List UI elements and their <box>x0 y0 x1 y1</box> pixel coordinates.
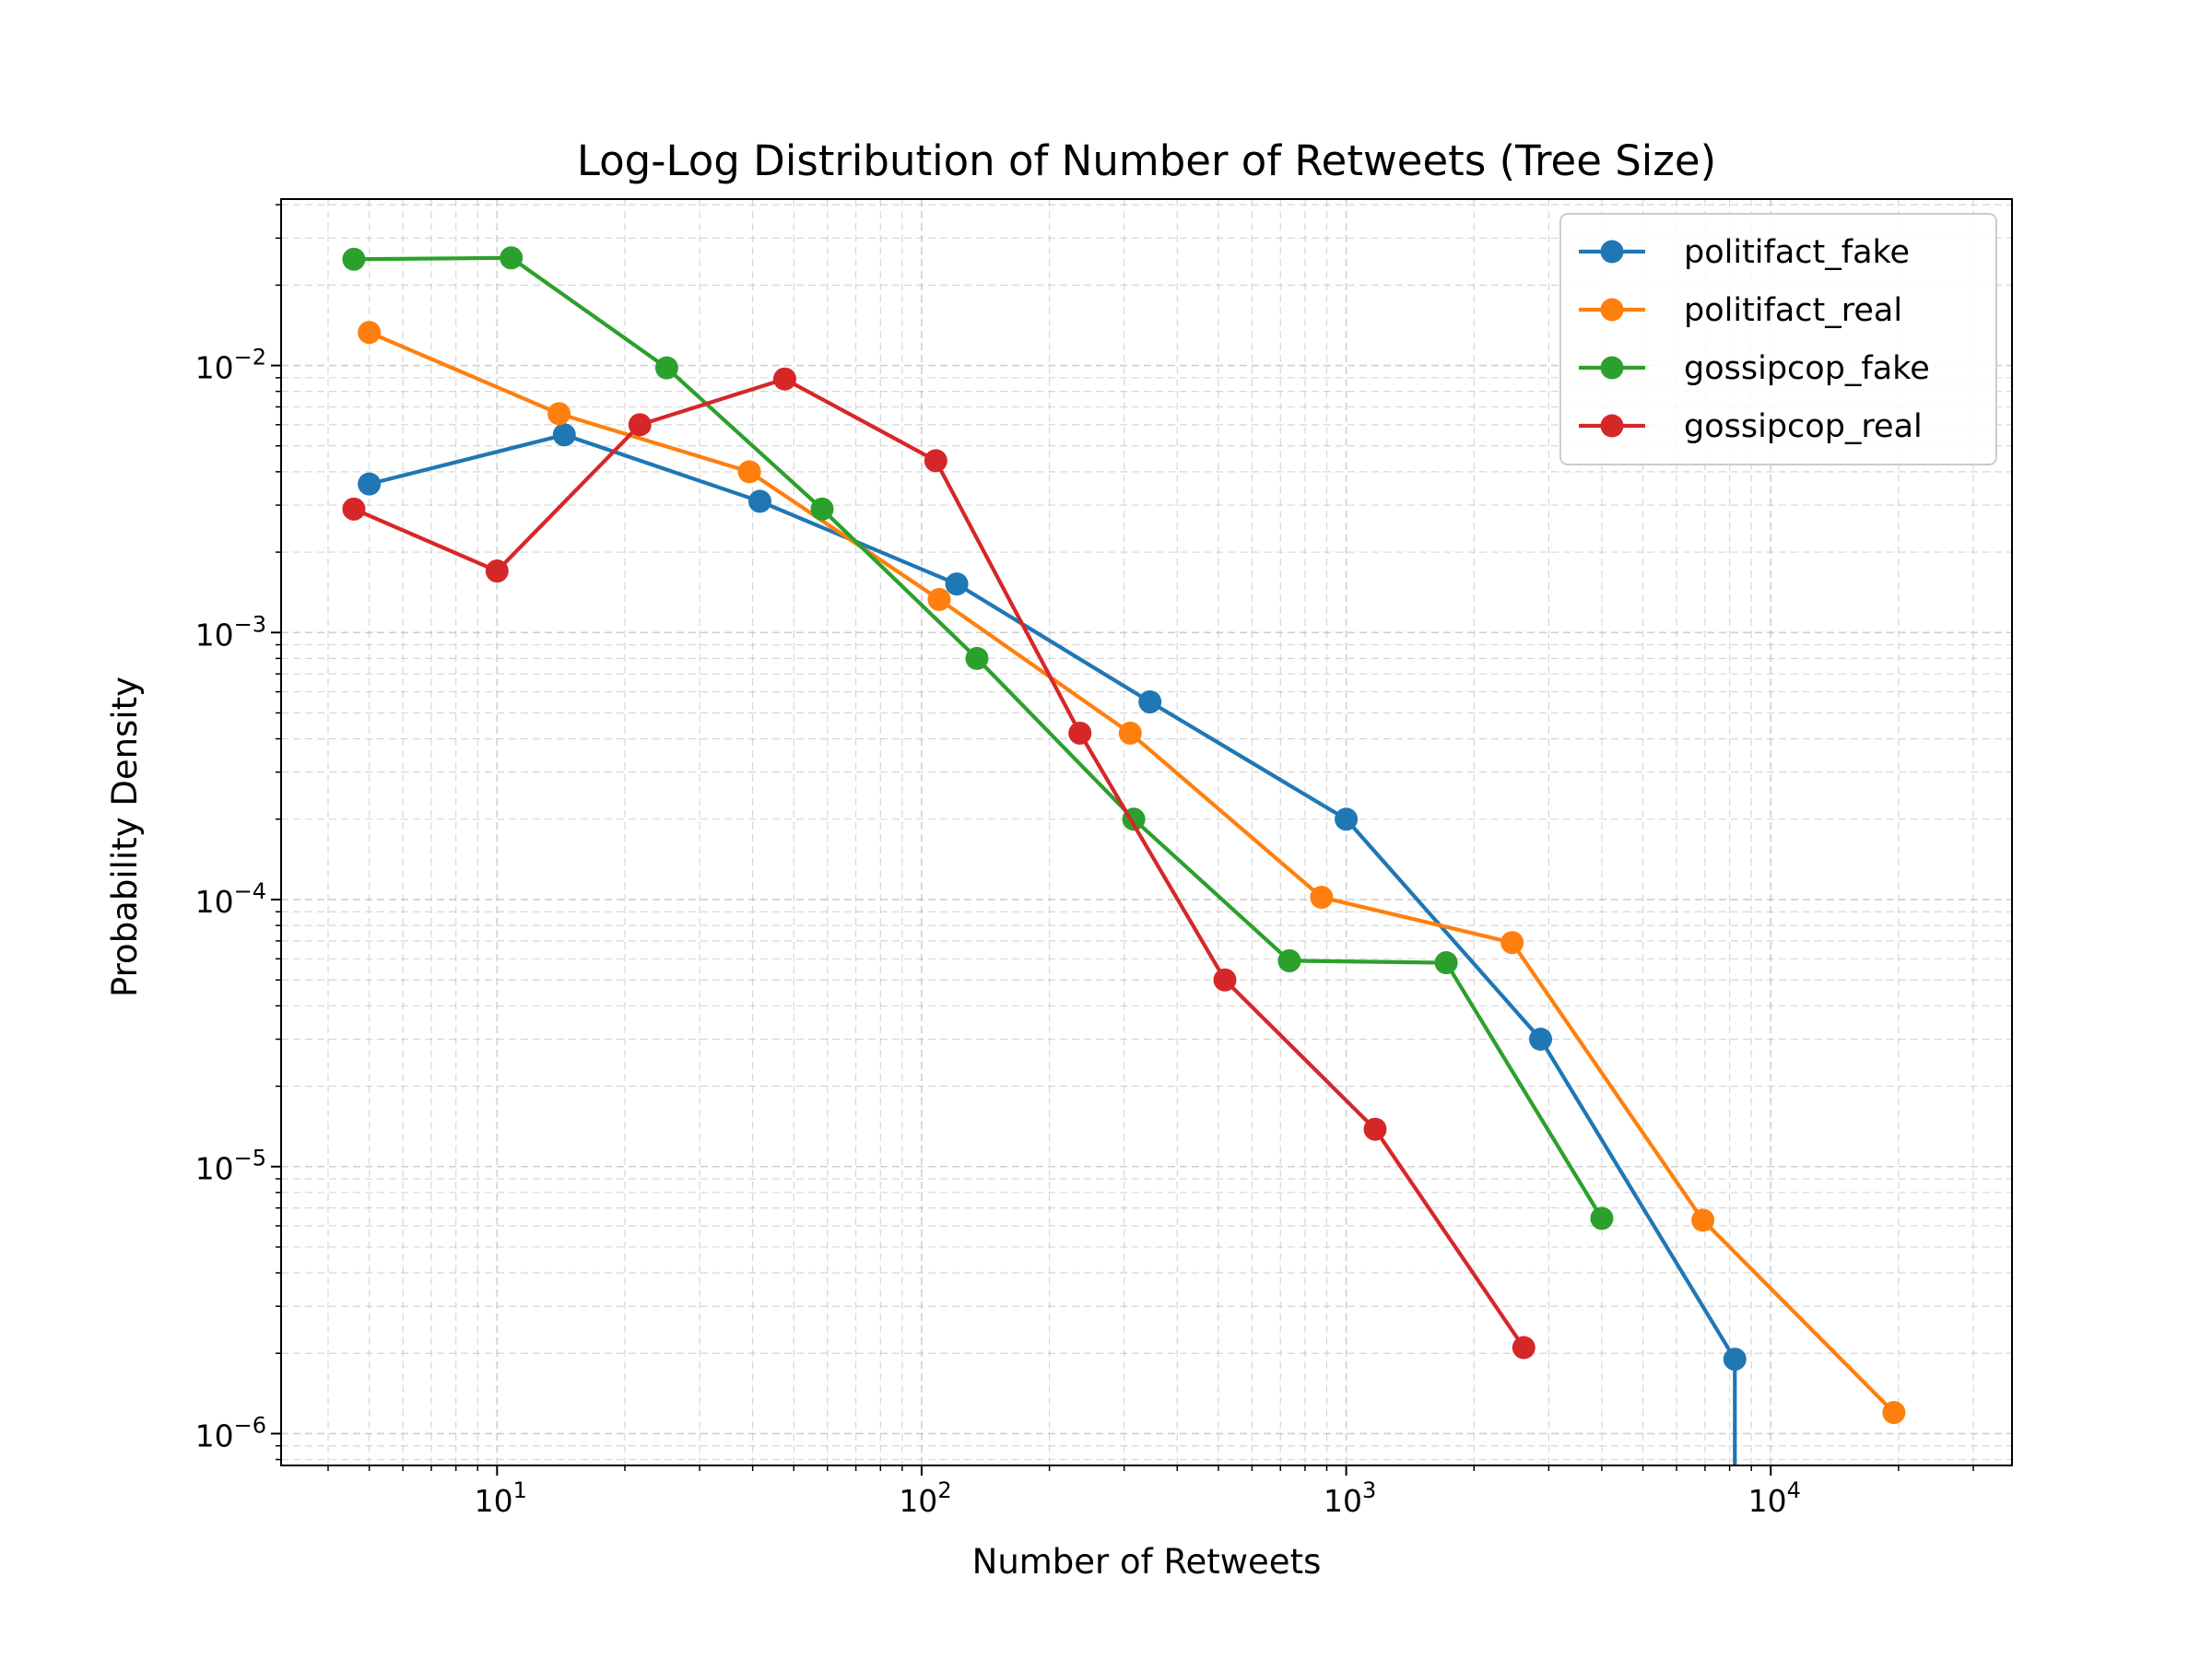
legend-label: gossipcop_real <box>1684 408 1923 445</box>
legend-label: gossipcop_fake <box>1684 350 1930 387</box>
legend-item: politifact_fake <box>1579 234 1910 271</box>
data-point <box>654 356 678 380</box>
legend: politifact_fake politifact_real gossipcop_… <box>1559 213 1997 465</box>
data-point <box>500 246 524 270</box>
y-tick-label: 10−4 <box>195 878 266 920</box>
data-point <box>1590 1206 1614 1230</box>
data-point <box>485 559 509 583</box>
legend-marker <box>1600 414 1624 438</box>
data-point <box>1277 948 1301 972</box>
series-politifact_fake <box>358 423 1747 1465</box>
data-point <box>1882 1401 1906 1425</box>
y-tick-label: 10−5 <box>195 1146 266 1187</box>
data-point <box>342 497 366 521</box>
series-gossipcop_fake <box>342 246 1614 1230</box>
data-point <box>924 449 947 473</box>
series-politifact_real <box>358 321 1906 1425</box>
data-point <box>1434 951 1458 975</box>
data-point <box>358 321 382 345</box>
series-layer <box>342 246 1906 1465</box>
x-axis-label: Number of Retweets <box>972 1542 1322 1582</box>
legend-label: politifact_real <box>1684 292 1902 329</box>
legend-item: politifact_real <box>1579 292 1902 329</box>
x-tick-label: 102 <box>899 1477 951 1519</box>
data-point <box>552 423 576 447</box>
x-tick-label: 104 <box>1748 1477 1801 1519</box>
data-point <box>747 489 771 513</box>
data-point <box>1500 931 1524 955</box>
legend-marker <box>1600 298 1624 322</box>
data-point <box>1068 721 1092 745</box>
data-point <box>737 460 761 484</box>
data-point <box>358 472 382 496</box>
chart-title: Log-Log Distribution of Number of Retwee… <box>577 136 1716 185</box>
data-point <box>965 646 989 670</box>
data-point <box>547 402 571 426</box>
x-tick-label: 101 <box>475 1477 527 1519</box>
data-point <box>1335 807 1359 831</box>
data-point <box>927 587 951 611</box>
data-point <box>945 572 969 596</box>
data-point <box>1691 1208 1715 1232</box>
data-point <box>1529 1028 1553 1052</box>
data-point <box>1310 886 1334 910</box>
legend-frame <box>1559 213 1997 465</box>
x-tick-label: 103 <box>1324 1477 1376 1519</box>
y-tick-label: 10−6 <box>195 1412 266 1453</box>
tick-layer: 101 102 103 104 10−2 10−3 10−4 10−5 10−6 <box>195 204 1974 1519</box>
legend-item: gossipcop_fake <box>1579 350 1930 387</box>
y-tick-label: 10−3 <box>195 611 266 653</box>
data-point <box>1138 690 1162 714</box>
legend-item: gossipcop_real <box>1579 408 1923 445</box>
data-point <box>342 247 366 271</box>
data-point <box>810 497 834 521</box>
legend-marker <box>1600 356 1624 380</box>
data-point <box>1118 721 1142 745</box>
data-point <box>628 413 652 437</box>
legend-marker <box>1600 240 1624 264</box>
data-point <box>1363 1117 1387 1141</box>
data-point <box>1723 1347 1747 1371</box>
grid-layer <box>281 199 2012 1465</box>
legend-label: politifact_fake <box>1684 234 1910 271</box>
y-axis-label: Probability Density <box>105 677 145 997</box>
plot-frame <box>280 198 2013 1466</box>
y-tick-label: 10−2 <box>195 345 266 386</box>
data-point <box>1512 1335 1535 1359</box>
data-point <box>1213 968 1237 992</box>
data-point <box>772 367 796 391</box>
series-gossipcop_real <box>342 367 1535 1359</box>
